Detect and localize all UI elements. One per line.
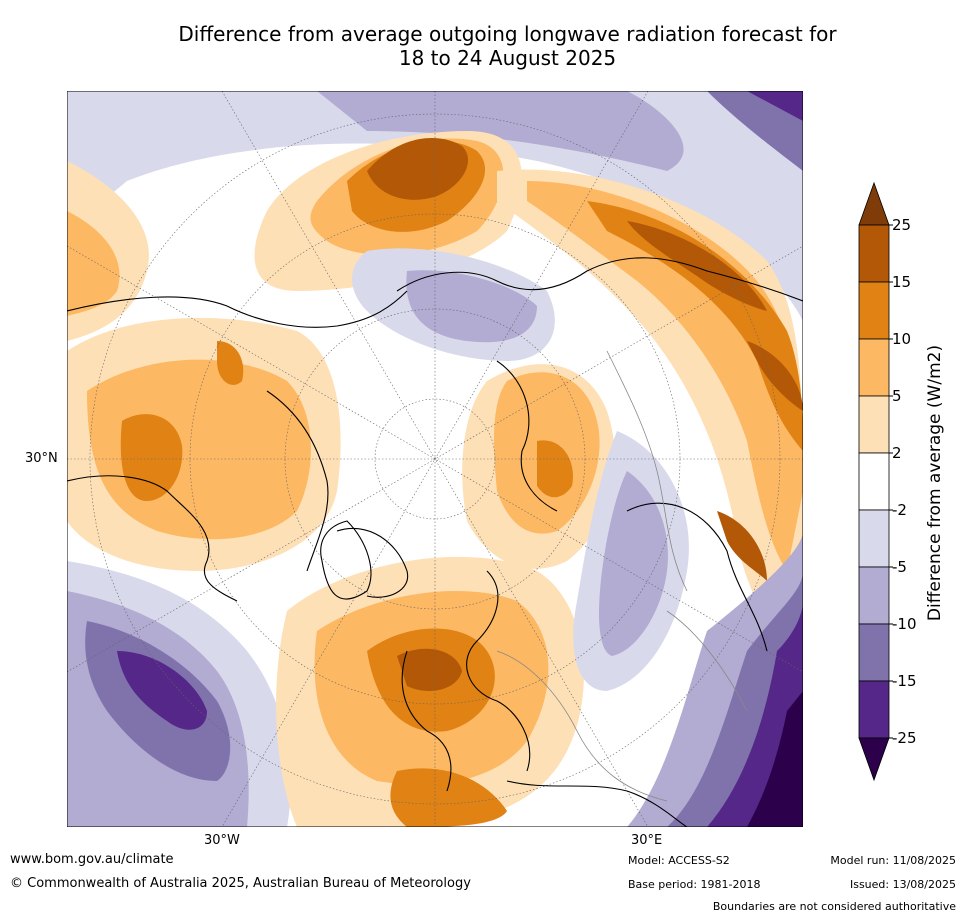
anomaly-field bbox=[747, 691, 803, 827]
anomaly-field bbox=[67, 211, 120, 316]
anomaly-field bbox=[627, 221, 767, 311]
anomaly-field bbox=[390, 768, 507, 827]
model-run-text: Model run: 11/08/2025 bbox=[830, 854, 956, 867]
anomaly-field bbox=[747, 91, 803, 121]
anomaly-field bbox=[406, 270, 537, 343]
colorbar-swatch bbox=[858, 281, 890, 340]
coastlines bbox=[67, 257, 803, 827]
anomaly-field bbox=[599, 471, 668, 656]
anomaly-field bbox=[717, 511, 767, 581]
colorbar-top-extend bbox=[858, 181, 890, 226]
base-period-text: Base period: 1981-2018 bbox=[628, 878, 761, 891]
anomaly-field bbox=[117, 651, 207, 730]
colorbar-swatch bbox=[858, 680, 890, 739]
colorbar-tick-label: 5 bbox=[892, 387, 902, 405]
model-text: Model: ACCESS-S2 bbox=[628, 854, 730, 867]
colorbar-tick-label: -5 bbox=[892, 558, 907, 576]
lon-label-30w: 30°W bbox=[204, 833, 240, 848]
anomaly-field bbox=[397, 648, 462, 691]
anomaly-field bbox=[707, 91, 803, 171]
colorbar-swatch bbox=[858, 509, 890, 568]
website-link[interactable]: www.bom.gov.au/climate bbox=[10, 852, 174, 867]
title-line-2: 18 to 24 August 2025 bbox=[398, 46, 617, 70]
graticule bbox=[67, 91, 803, 827]
colorbar-swatch bbox=[858, 452, 890, 511]
country-borders bbox=[496, 350, 748, 802]
colorbar-tick-label: -2 bbox=[892, 501, 907, 519]
anomaly-field bbox=[747, 341, 803, 411]
colorbar-title: Difference from average (W/m2) bbox=[925, 344, 945, 622]
colorbar-tick-label: 10 bbox=[892, 330, 911, 348]
anomaly-field bbox=[537, 440, 573, 498]
colorbar: 25 15 10 5 2 -2 -5 -10 -15 -25 bbox=[858, 181, 917, 782]
title-line-1: Difference from average outgoing longwav… bbox=[178, 22, 837, 46]
lon-label-30e: 30°E bbox=[631, 833, 663, 848]
anomaly-field bbox=[317, 91, 684, 171]
anomaly-field bbox=[217, 341, 244, 385]
disclaimer-text: Boundaries are not considered authoritat… bbox=[712, 900, 956, 913]
colorbar-tick-label: 15 bbox=[892, 273, 911, 291]
anomaly-field bbox=[120, 414, 183, 501]
lat-label-30n: 30°N bbox=[25, 451, 58, 466]
colorbar-tick-label: 2 bbox=[892, 444, 902, 462]
map-title: Difference from average outgoing longwav… bbox=[40, 22, 965, 70]
polar-map bbox=[67, 91, 803, 827]
colorbar-swatch bbox=[858, 395, 890, 454]
colorbar-tick-label: -10 bbox=[892, 615, 917, 633]
colorbar-tick-label: -15 bbox=[892, 672, 917, 690]
colorbar-swatch bbox=[858, 566, 890, 625]
issued-text: Issued: 13/08/2025 bbox=[849, 878, 956, 891]
copyright-text: © Commonwealth of Australia 2025, Austra… bbox=[10, 876, 471, 891]
colorbar-tick-label: -25 bbox=[892, 729, 917, 747]
colorbar-tick-label: 25 bbox=[892, 216, 911, 234]
anomaly-field bbox=[367, 138, 468, 200]
colorbar-swatch bbox=[858, 338, 890, 397]
colorbar-swatch bbox=[858, 623, 890, 682]
colorbar-swatch bbox=[858, 224, 890, 283]
colorbar-bottom-extend bbox=[858, 737, 890, 782]
